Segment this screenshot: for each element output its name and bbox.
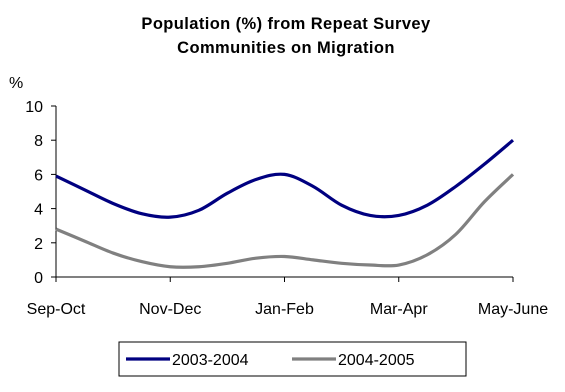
y-tick-label: 8 [34,133,43,150]
chart-title-line-2: Communities on Migration [177,39,395,57]
legend-label-2004-2005: 2004-2005 [338,352,415,369]
x-tick-labels: Sep-Oct Nov-Dec Jan-Feb Mar-Apr May-June [27,301,549,318]
y-tick-label: 2 [34,236,43,253]
x-tick-label: May-June [478,301,548,318]
x-tick-label: Sep-Oct [27,301,86,318]
y-tick-labels: 0 2 4 6 8 10 [25,99,43,287]
y-tick-label: 10 [25,99,43,116]
legend: 2003-2004 2004-2005 [118,341,467,377]
axes [51,105,514,282]
y-tick-label: 0 [34,270,43,287]
x-tick-label: Jan-Feb [255,301,314,318]
y-tick-label: 6 [34,167,43,184]
chart-title-line-1: Population (%) from Repeat Survey [141,15,431,33]
series-line-2003-2004 [55,138,515,219]
x-tick-label: Nov-Dec [139,301,201,318]
y-unit-label: % [9,75,23,92]
series-lines [55,138,515,269]
series-line-2004-2005 [55,173,515,269]
legend-label-2003-2004: 2003-2004 [172,352,249,369]
x-tick-label: Mar-Apr [370,301,428,318]
y-tick-label: 4 [34,202,43,219]
